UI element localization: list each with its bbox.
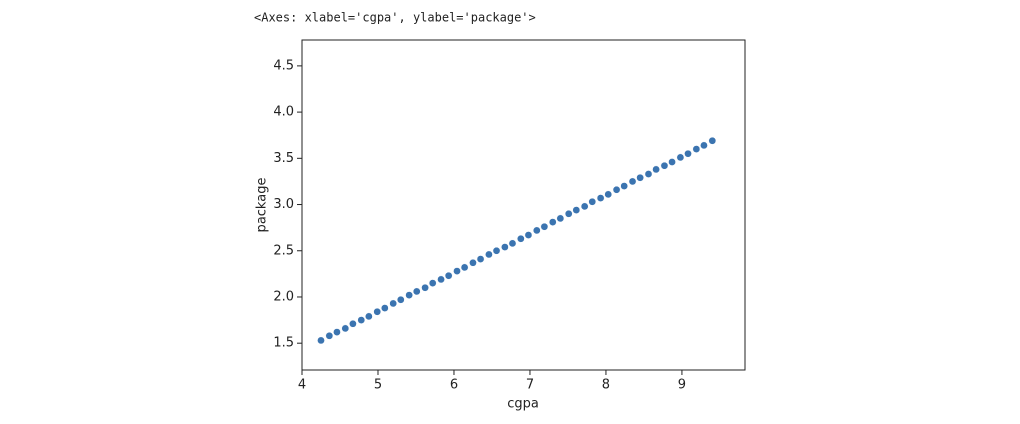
scatter-point — [676, 153, 685, 162]
scatter-point — [644, 170, 653, 178]
scatter-point — [588, 197, 597, 206]
scatter-point — [333, 328, 341, 336]
scatter-point — [476, 255, 485, 263]
scatter-point — [604, 190, 613, 199]
scatter-point — [421, 283, 429, 292]
scatter-point — [636, 173, 644, 182]
x-tick-label: 4 — [298, 378, 306, 393]
scatter-point — [349, 319, 357, 328]
scatter-point — [460, 263, 469, 272]
scatter-point — [556, 214, 565, 223]
scatter-point — [700, 141, 708, 150]
scatter-point — [620, 182, 629, 190]
scatter-point — [365, 312, 373, 321]
y-tick-label: 4.0 — [273, 105, 294, 120]
scatter-point — [540, 222, 549, 231]
scatter-point — [396, 295, 405, 304]
x-axis-label: cgpa — [507, 397, 539, 412]
scatter-point — [389, 299, 398, 308]
scatter-point — [524, 231, 533, 239]
scatter-point — [469, 258, 477, 267]
scatter-point — [692, 145, 701, 153]
scatter-point — [405, 291, 413, 299]
scatter-point — [532, 226, 541, 235]
scatter-point — [596, 194, 605, 202]
scatter-point — [612, 185, 621, 194]
y-tick-label: 1.5 — [273, 336, 294, 351]
scatter-point — [708, 136, 717, 145]
axes-frame — [301, 39, 746, 371]
scatter-point — [317, 336, 325, 345]
scatter-point — [628, 177, 637, 186]
y-tick-label: 2.5 — [273, 243, 294, 258]
scatter-point — [652, 165, 660, 174]
scatter-point — [564, 209, 573, 218]
scatter-point — [325, 331, 334, 340]
y-tick-label: 3.0 — [273, 197, 294, 212]
x-tick-label: 5 — [374, 378, 382, 393]
scatter-point — [572, 206, 581, 214]
x-tick-label: 6 — [450, 378, 458, 393]
scatter-point — [501, 243, 509, 251]
x-tick-label: 9 — [678, 378, 686, 393]
x-tick-label: 8 — [602, 378, 610, 393]
x-tick-label: 7 — [526, 378, 534, 393]
y-axis-label: package — [255, 178, 270, 233]
scatter-point — [508, 239, 517, 248]
scatter-point — [412, 287, 421, 296]
scatter-point — [580, 202, 589, 211]
scatter-point — [437, 275, 445, 284]
scatter-point — [444, 271, 453, 280]
scatter-point — [380, 304, 389, 312]
scatter-point — [668, 158, 676, 166]
scatter-point — [357, 316, 366, 324]
y-tick-label: 4.5 — [273, 58, 294, 73]
scatter-point — [516, 234, 525, 243]
scatter-point — [453, 267, 461, 275]
scatter-point — [684, 149, 692, 158]
scatter-point — [660, 161, 669, 170]
scatter-point — [492, 246, 501, 255]
y-tick-label: 3.5 — [273, 151, 294, 166]
scatter-point — [428, 279, 437, 287]
scatter-point — [485, 250, 493, 259]
cell-output: <Axes: xlabel='cgpa', ylabel='package'> — [254, 11, 536, 25]
scatter-point — [373, 307, 382, 316]
y-tick-label: 2.0 — [273, 289, 294, 304]
scatter-point — [548, 218, 557, 226]
scatter-point — [341, 324, 350, 333]
